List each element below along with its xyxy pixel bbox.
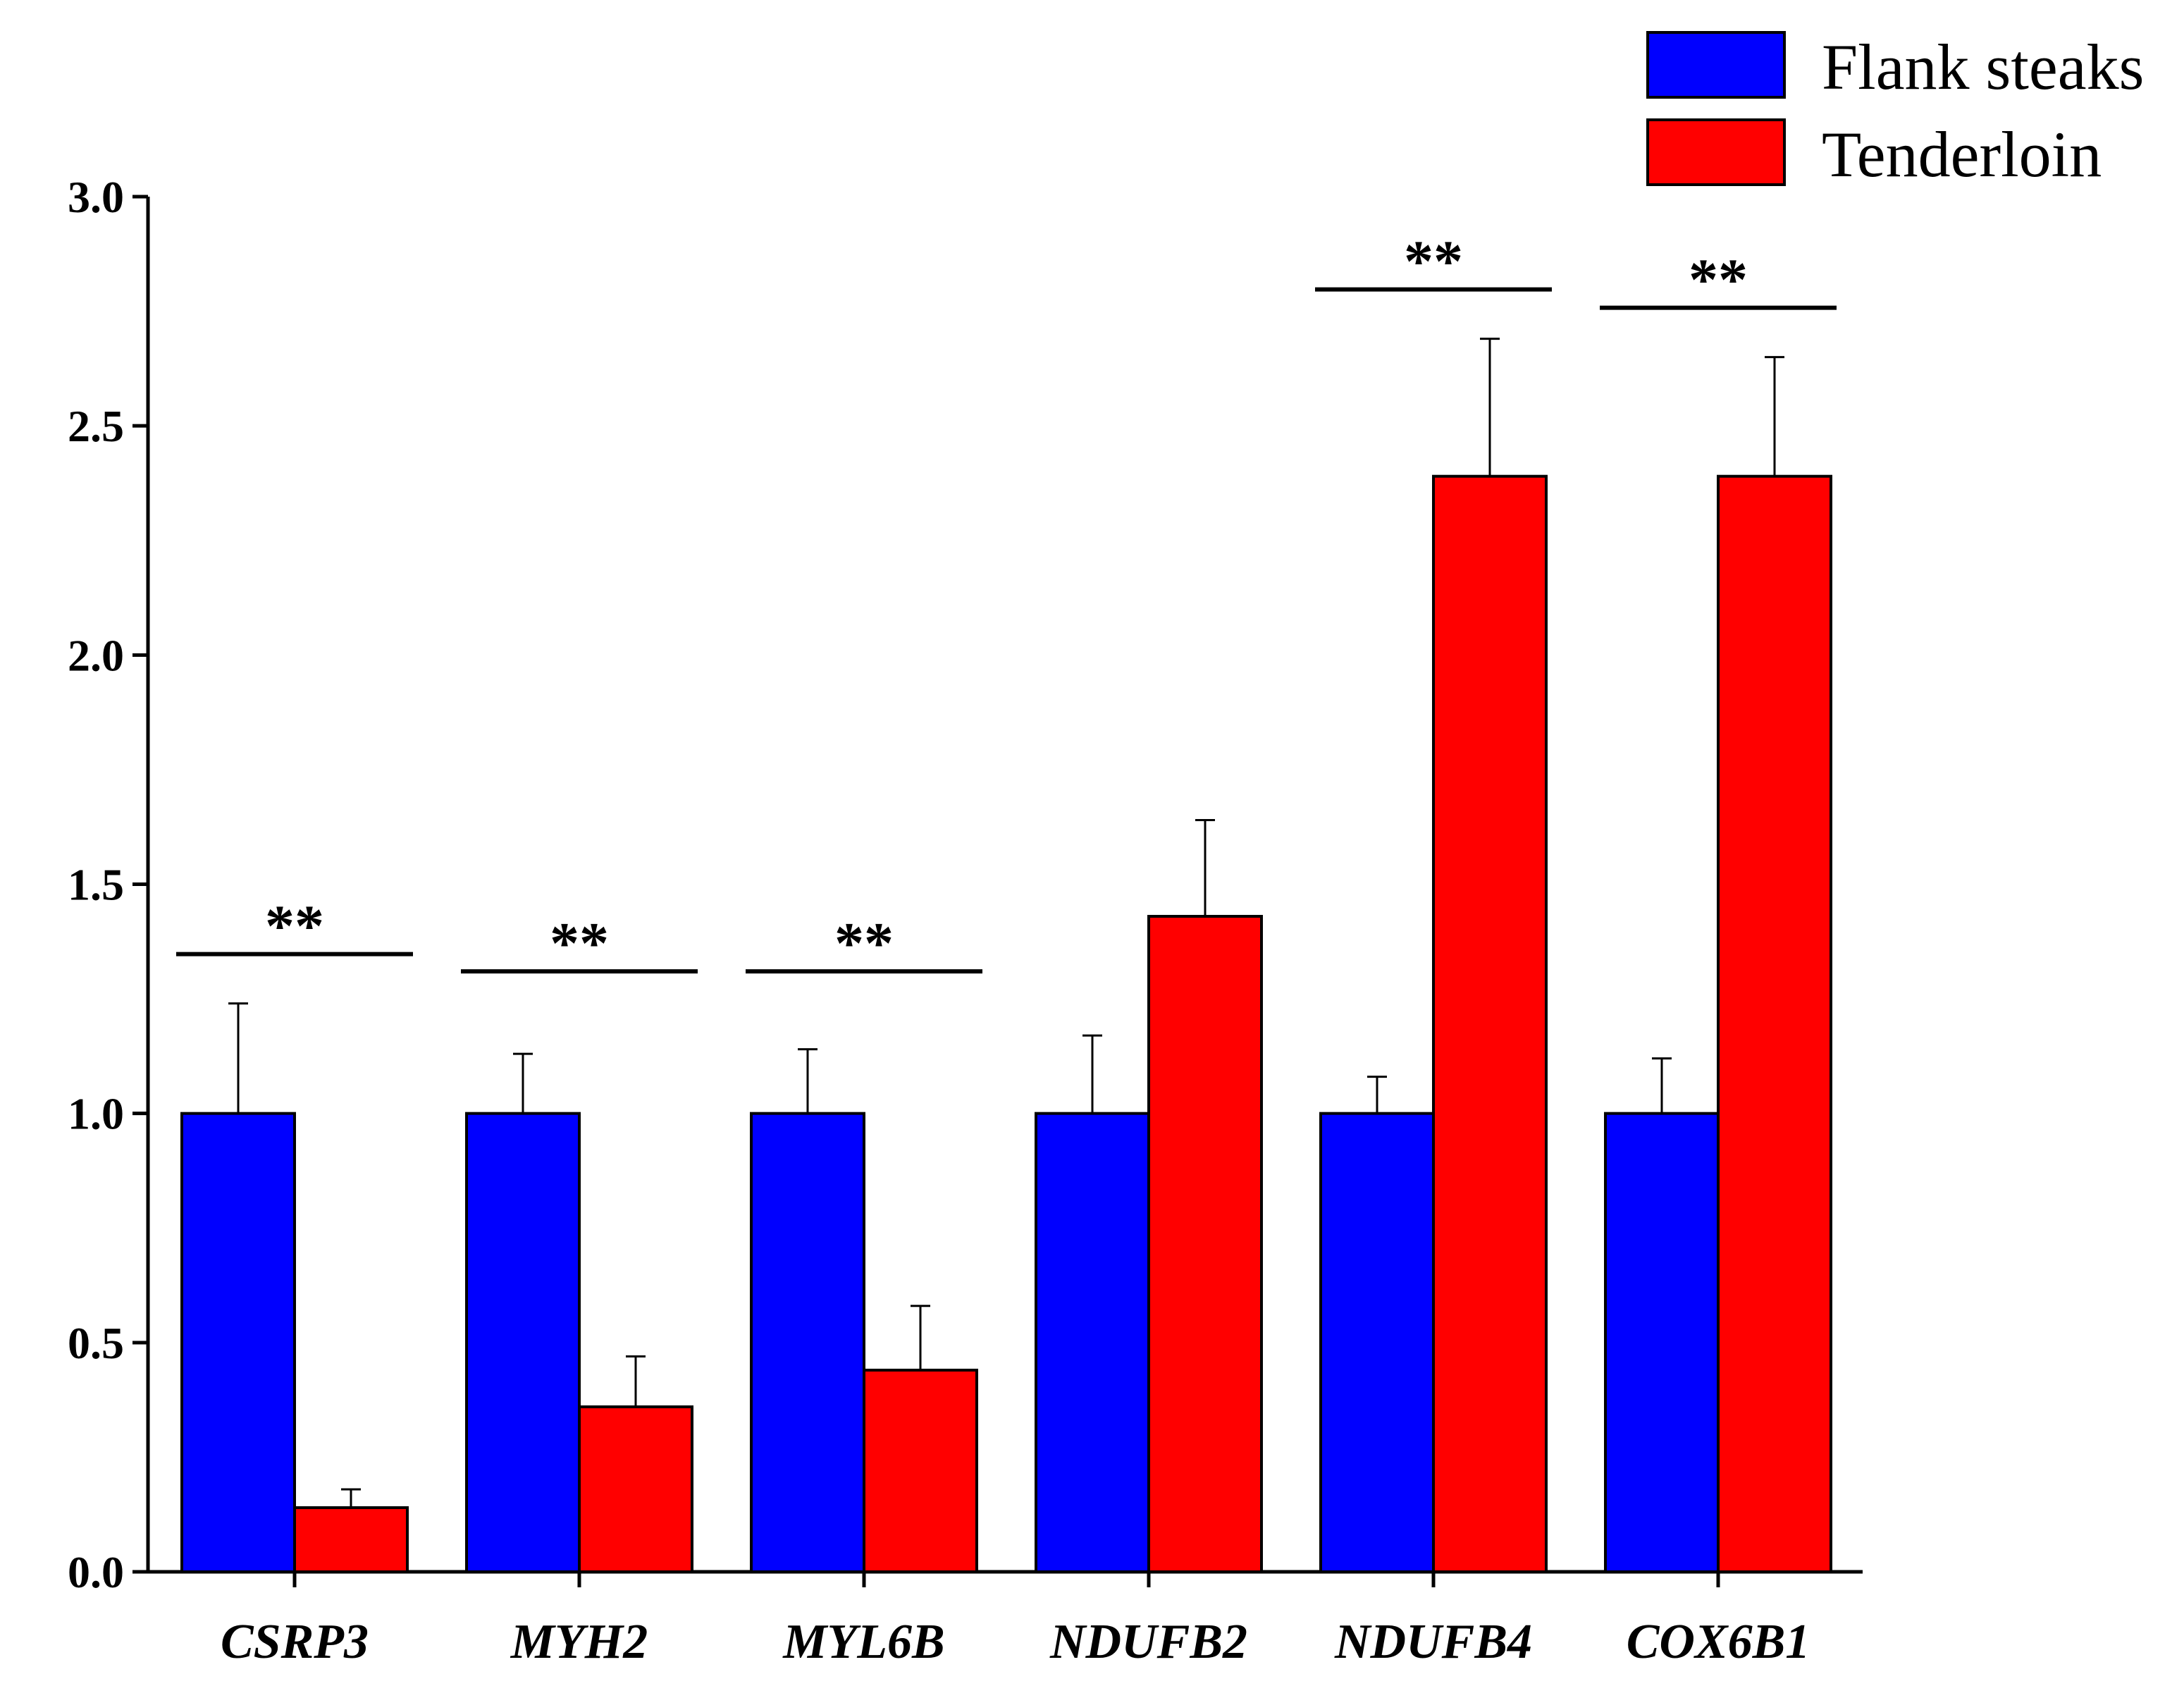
category-label-ndufb2: NDUFB2: [1049, 1615, 1247, 1669]
y-tick-label: 1.0: [68, 1089, 124, 1139]
significance-layer: ** ** ** ** **: [176, 229, 1837, 976]
category-label-ndufb4: NDUFB4: [1334, 1615, 1532, 1669]
category-label-csrp3: CSRP3: [221, 1615, 369, 1669]
bar-cox6b1-flank-steaks: [1604, 1112, 1720, 1573]
bar-myl6b-tenderloin: [863, 1368, 978, 1574]
bar-ndufb2-flank-steaks: [1035, 1112, 1150, 1573]
category-label-myl6b: MYL6B: [782, 1615, 944, 1669]
category-label-myh2: MYH2: [510, 1615, 648, 1669]
bar-ndufb4-tenderloin: [1432, 474, 1548, 1573]
bar-csrp3-flank-steaks: [180, 1112, 296, 1573]
bar-myh2-tenderloin: [578, 1405, 693, 1573]
bar-ndufb2-tenderloin: [1147, 915, 1263, 1573]
legend-label-tenderloin: Tenderloin: [1822, 118, 2102, 190]
legend-swatch-tenderloin: [1646, 118, 1786, 186]
y-tick-label: 0.5: [68, 1318, 124, 1368]
y-axis-ticks: 0.0 0.5 1.0 1.5 2.0 2.5 3.0: [68, 172, 148, 1597]
legend-label-flank-steaks: Flank steaks: [1822, 31, 2144, 103]
y-tick-label: 3.0: [68, 172, 124, 222]
y-tick-label: 1.5: [68, 860, 124, 910]
legend-swatch-flank-steaks: [1646, 31, 1786, 99]
y-tick-label: 0.0: [68, 1547, 124, 1597]
significance-label: **: [1689, 247, 1748, 313]
significance-label: **: [1404, 229, 1463, 295]
error-bars-layer: [228, 338, 1784, 1508]
bar-ndufb4-flank-steaks: [1319, 1112, 1435, 1573]
x-axis-ticks: CSRP3 MYH2 MYL6B NDUFB2 NDUFB4 COX6B1: [221, 1572, 1810, 1669]
bar-myh2-flank-steaks: [465, 1112, 581, 1573]
significance-label: **: [550, 911, 609, 976]
bar-myl6b-flank-steaks: [750, 1112, 865, 1573]
category-label-cox6b1: COX6B1: [1627, 1615, 1810, 1669]
bar-cox6b1-tenderloin: [1717, 474, 1832, 1573]
significance-label: **: [265, 894, 324, 959]
bar-csrp3-tenderloin: [293, 1506, 409, 1574]
y-tick-label: 2.5: [68, 401, 124, 451]
y-tick-label: 2.0: [68, 630, 124, 680]
significance-label: **: [834, 911, 894, 976]
bars-layer: [180, 474, 1832, 1574]
legend: Flank steaks Tenderloin: [1646, 31, 2144, 190]
